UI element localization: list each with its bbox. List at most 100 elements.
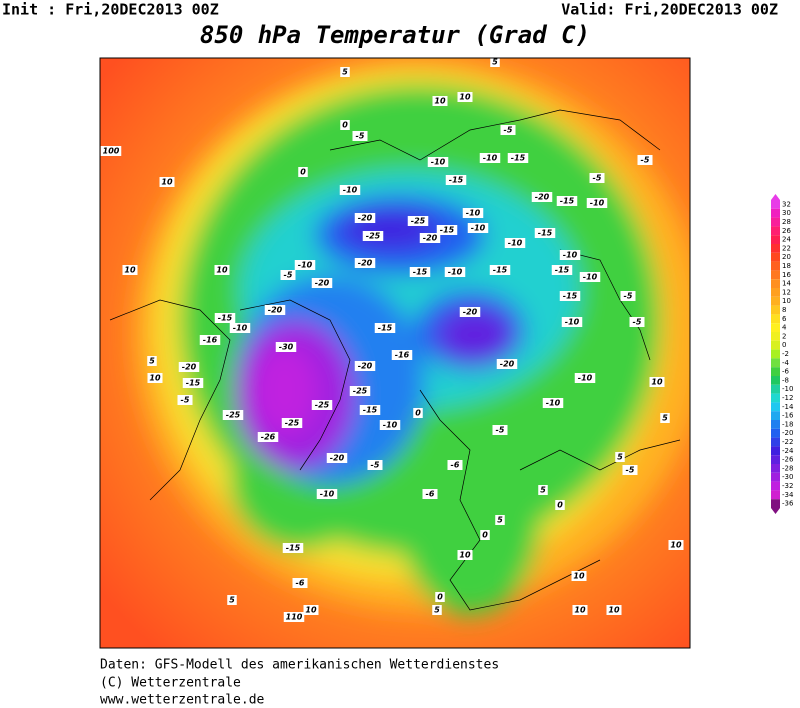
colorbar-label: -26 [782,456,794,464]
label-box [257,432,279,442]
label-box [620,291,636,301]
contour-label: -5 [626,466,635,475]
colorbar-label: 8 [782,306,786,314]
label-box [496,359,518,369]
label-box [349,386,371,396]
label-box [407,216,429,226]
contour-label: 0 [437,593,443,602]
colorbar-band [771,305,780,315]
label-box [531,192,553,202]
contour-label: -26 [261,433,276,442]
label-box [637,155,653,165]
label-box [177,395,193,405]
label-box [445,175,467,185]
label-box [436,225,458,235]
colorbar-band [771,367,780,376]
footer-line: www.wetterzentrale.de [100,693,265,705]
colorbar-label: 30 [782,209,791,217]
contour-label: -25 [411,217,426,226]
contour-label: 10 [573,572,585,581]
label-box [490,58,500,67]
label-box [660,413,670,423]
colorbar-label: 22 [782,244,791,252]
contour-label: -6 [296,579,305,588]
label-box [555,500,565,510]
colorbar-label: 28 [782,218,791,226]
colorbar-band [771,437,780,447]
label-box [606,605,622,615]
label-box [432,96,448,106]
label-box [447,460,463,470]
label-box [159,177,175,187]
contour-label: -15 [555,266,570,275]
colorbar-label: 2 [782,332,786,340]
label-box [199,335,221,345]
colorbar-label: -8 [782,376,789,384]
contour-label: -20 [535,193,550,202]
contour-label: -25 [315,401,330,410]
label-box [572,605,588,615]
colorbar-band [771,200,780,209]
contour-label: -20 [268,306,283,315]
colorbar-band [771,490,780,500]
colorbar-label: 6 [782,315,787,323]
label-box [147,356,157,366]
label-box [275,342,297,352]
colorbar-label: -16 [782,412,794,420]
label-box [362,231,384,241]
colorbar-band [771,393,780,403]
label-box [227,595,237,605]
label-box [354,361,376,371]
label-box [340,120,350,130]
label-box [586,198,608,208]
colorbar-label: 14 [782,280,791,288]
label-box [556,196,578,206]
contour-label: 10 [434,97,446,106]
contour-label: -5 [496,426,505,435]
contour-label: 10 [305,606,317,615]
label-box [182,378,204,388]
contour-label: -25 [366,232,381,241]
contour-label: 5 [492,58,498,67]
colorbar-label: 10 [782,297,791,305]
label-box [311,400,333,410]
init-time: Init : Fri,20DEC2013 00Z [2,1,219,19]
label-box [457,92,473,102]
label-box [214,313,236,323]
colorbar-band [771,270,780,280]
label-box [311,278,333,288]
colorbar-label: -18 [782,420,793,428]
contour-label: -15 [378,324,393,333]
label-box [427,157,449,167]
colorbar-band [771,411,780,420]
label-box [435,592,445,602]
colorbar-label: 12 [782,288,791,296]
contour-label: -15 [449,176,464,185]
colorbar-band [771,384,780,394]
contour-label: 10 [459,93,471,102]
contour-label: -20 [423,234,438,243]
contour-label: -5 [181,396,190,405]
colorbar-band [771,428,780,438]
contour-label: -10 [471,224,486,233]
contour-label: -5 [624,292,633,301]
label-box [467,223,489,233]
label-box [298,167,308,177]
colorbar-band [771,314,780,324]
label-box [359,405,381,415]
contour-label: -10 [565,318,580,327]
label-box [495,515,505,525]
contour-label: -10 [583,273,598,282]
label-box [561,317,583,327]
contour-label: 10 [574,606,586,615]
contour-label: -10 [320,490,335,499]
label-box [480,530,490,540]
contour-label: -15 [560,197,575,206]
colorbar-label: -14 [782,403,794,411]
colorbar-label: 24 [782,236,791,244]
colorbar-band [771,226,780,236]
colorbar-band [771,472,780,482]
